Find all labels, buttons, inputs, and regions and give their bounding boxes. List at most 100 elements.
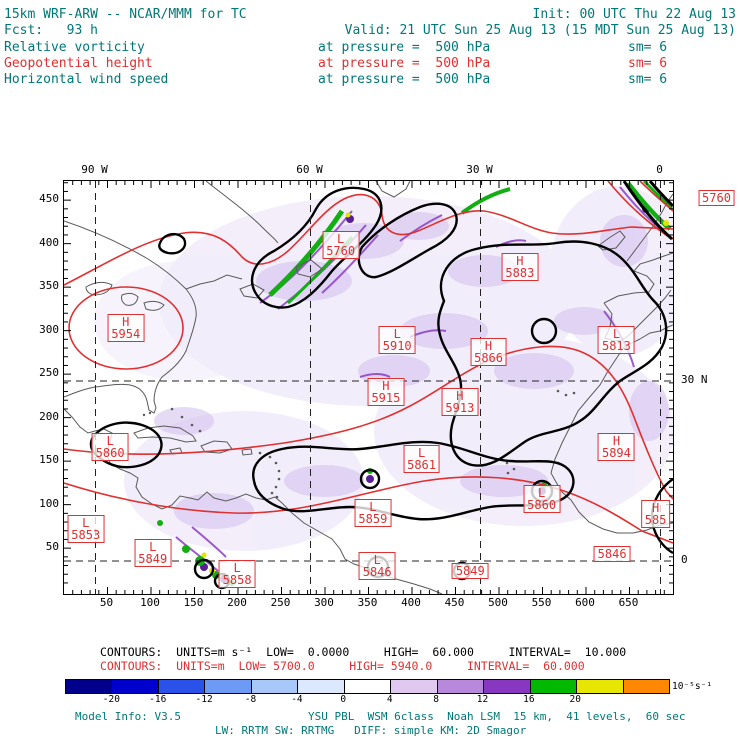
header-sm-row2: sm= 6 xyxy=(628,72,668,87)
forecast-hour: Fcst: 93 h xyxy=(4,23,98,38)
center-letter: L xyxy=(149,540,157,555)
header-field-row0: Relative vorticity xyxy=(4,40,145,55)
header-at-row1: at pressure = 500 hPa xyxy=(318,56,491,71)
colorbar-tick: -12 xyxy=(195,694,213,705)
y-tick-label: 400 xyxy=(39,235,59,249)
center-value: 5860 xyxy=(527,497,557,512)
colorbar-segment xyxy=(298,680,345,693)
pressure-center-H: H 5915 xyxy=(367,377,405,406)
map-panel: H 5954 L 5760 H 5883 L 5910 L 5813 H 5866 H 5915 H 5913… xyxy=(63,180,735,595)
center-value: 5846 xyxy=(362,565,392,580)
x-tick-label: 550 xyxy=(531,596,552,609)
center-letter: L xyxy=(82,516,90,530)
center-letter: L xyxy=(337,231,345,246)
center-value: 5760 xyxy=(326,243,356,258)
pressure-center-H: H 5913 xyxy=(441,387,479,416)
colorbar-segment xyxy=(251,680,299,693)
x-tick-label: 300 xyxy=(314,596,334,609)
center-value: 5860 xyxy=(95,446,125,461)
physics-options: YSU PBL WSM 6class Noah LSM 15 km, 41 le… xyxy=(308,710,686,723)
pressure-center-L: L 5858 xyxy=(218,560,256,589)
center-letter: H xyxy=(484,339,493,354)
center-letter: L xyxy=(106,434,114,449)
y-tick-label: 100 xyxy=(39,496,59,510)
model-version: Model Info: V3.5 xyxy=(75,710,181,723)
pressure-center-H: H 5883 xyxy=(501,253,539,282)
y-tick-label: 50 xyxy=(45,540,59,554)
pressure-center-L: L 5846 xyxy=(358,552,396,581)
center-value: 585 xyxy=(644,513,667,528)
pressure-center-L: L 5860 xyxy=(91,433,129,462)
colorbar-tick: 8 xyxy=(433,694,439,705)
center-letter: L xyxy=(369,500,377,515)
colorbar-segment xyxy=(623,680,670,693)
colorbar-segment xyxy=(484,680,531,693)
colorbar-tick: 0 xyxy=(340,694,347,705)
pressure-center-L: L 5910 xyxy=(378,326,416,355)
center-letter: H xyxy=(122,315,130,330)
center-value: 5813 xyxy=(601,339,631,354)
colorbar-tick: 12 xyxy=(476,694,489,705)
pressure-center-L: L 5849 xyxy=(134,539,172,568)
physics-options-2: LW: RRTM SW: RRTMG DIFF: simple KM: 2D S… xyxy=(215,724,527,737)
center-value: 5894 xyxy=(601,446,631,461)
center-value: 5853 xyxy=(71,528,101,542)
vorticity-colorbar xyxy=(65,679,670,694)
colorbar-tick: 16 xyxy=(523,694,535,705)
colorbar-segment xyxy=(391,680,438,693)
lat-label: 0 xyxy=(681,553,688,566)
center-value: 5915 xyxy=(371,390,401,405)
header-field-row2: Horizontal wind speed xyxy=(4,72,169,87)
x-tick-label: 600 xyxy=(575,596,595,609)
x-tick-label: 450 xyxy=(444,596,465,609)
header-at-row2: at pressure = 500 hPa xyxy=(318,72,491,87)
colorbar-segment xyxy=(577,680,624,693)
pressure-center-L: L 5861 xyxy=(403,445,441,474)
colorbar-tick: 20 xyxy=(569,694,581,705)
center-value: 5846 xyxy=(597,547,627,562)
center-value: 5910 xyxy=(382,339,412,354)
lon-label: 0 xyxy=(656,163,663,176)
header-field-row1: Geopotential height xyxy=(4,56,153,71)
pressure-center-L: L 5859 xyxy=(354,499,392,528)
center-value: 5849 xyxy=(455,563,485,578)
header-at-row0: at pressure = 500 hPa xyxy=(318,40,491,55)
pressure-center: 5849 xyxy=(451,562,489,579)
center-letter: L xyxy=(417,446,426,461)
x-tick-label: 650 xyxy=(618,596,639,609)
pressure-center-H: H 5954 xyxy=(107,314,145,343)
x-tick-label: 350 xyxy=(357,596,378,609)
pressure-center-H: H 5866 xyxy=(470,338,507,367)
colorbar-segment xyxy=(530,680,578,693)
colorbar-segment xyxy=(112,680,159,693)
pressure-center-L: L 5860 xyxy=(523,484,561,513)
x-tick-label: 50 xyxy=(99,596,114,609)
pressure-center: 5760 xyxy=(698,190,735,207)
pressure-center-H: H 5894 xyxy=(597,433,635,462)
lon-label: 30 W xyxy=(466,163,493,176)
colorbar-tick: -4 xyxy=(291,694,303,705)
center-value: 5866 xyxy=(474,351,503,366)
x-tick-label: 400 xyxy=(401,596,421,609)
colorbar-segment xyxy=(205,680,252,693)
map-graphics xyxy=(64,181,673,594)
colorbar-segment xyxy=(437,680,485,693)
pressure-center-L: L 5853 xyxy=(67,515,105,543)
center-letter: H xyxy=(456,388,464,403)
pressure-center-L: L 5760 xyxy=(322,230,360,259)
center-letter: L xyxy=(612,327,621,342)
center-value: 5859 xyxy=(358,512,388,527)
colorbar-segment xyxy=(66,680,113,693)
y-tick-label: 250 xyxy=(39,366,59,380)
center-value: 5913 xyxy=(445,400,475,415)
center-letter: H xyxy=(516,254,524,269)
center-value: 5858 xyxy=(222,573,252,588)
pressure-center-H: H 585 xyxy=(640,500,671,529)
wind-contour-legend: CONTOURS: UNITS=m s⁻¹ LOW= 0.0000 HIGH= … xyxy=(100,645,627,659)
y-tick-label: 200 xyxy=(39,409,59,423)
center-letter: H xyxy=(612,434,621,449)
colorbar-units: 10⁻⁵s⁻¹ xyxy=(672,681,713,692)
x-tick-label: 150 xyxy=(183,596,204,609)
colorbar-tick: 4 xyxy=(386,694,393,705)
